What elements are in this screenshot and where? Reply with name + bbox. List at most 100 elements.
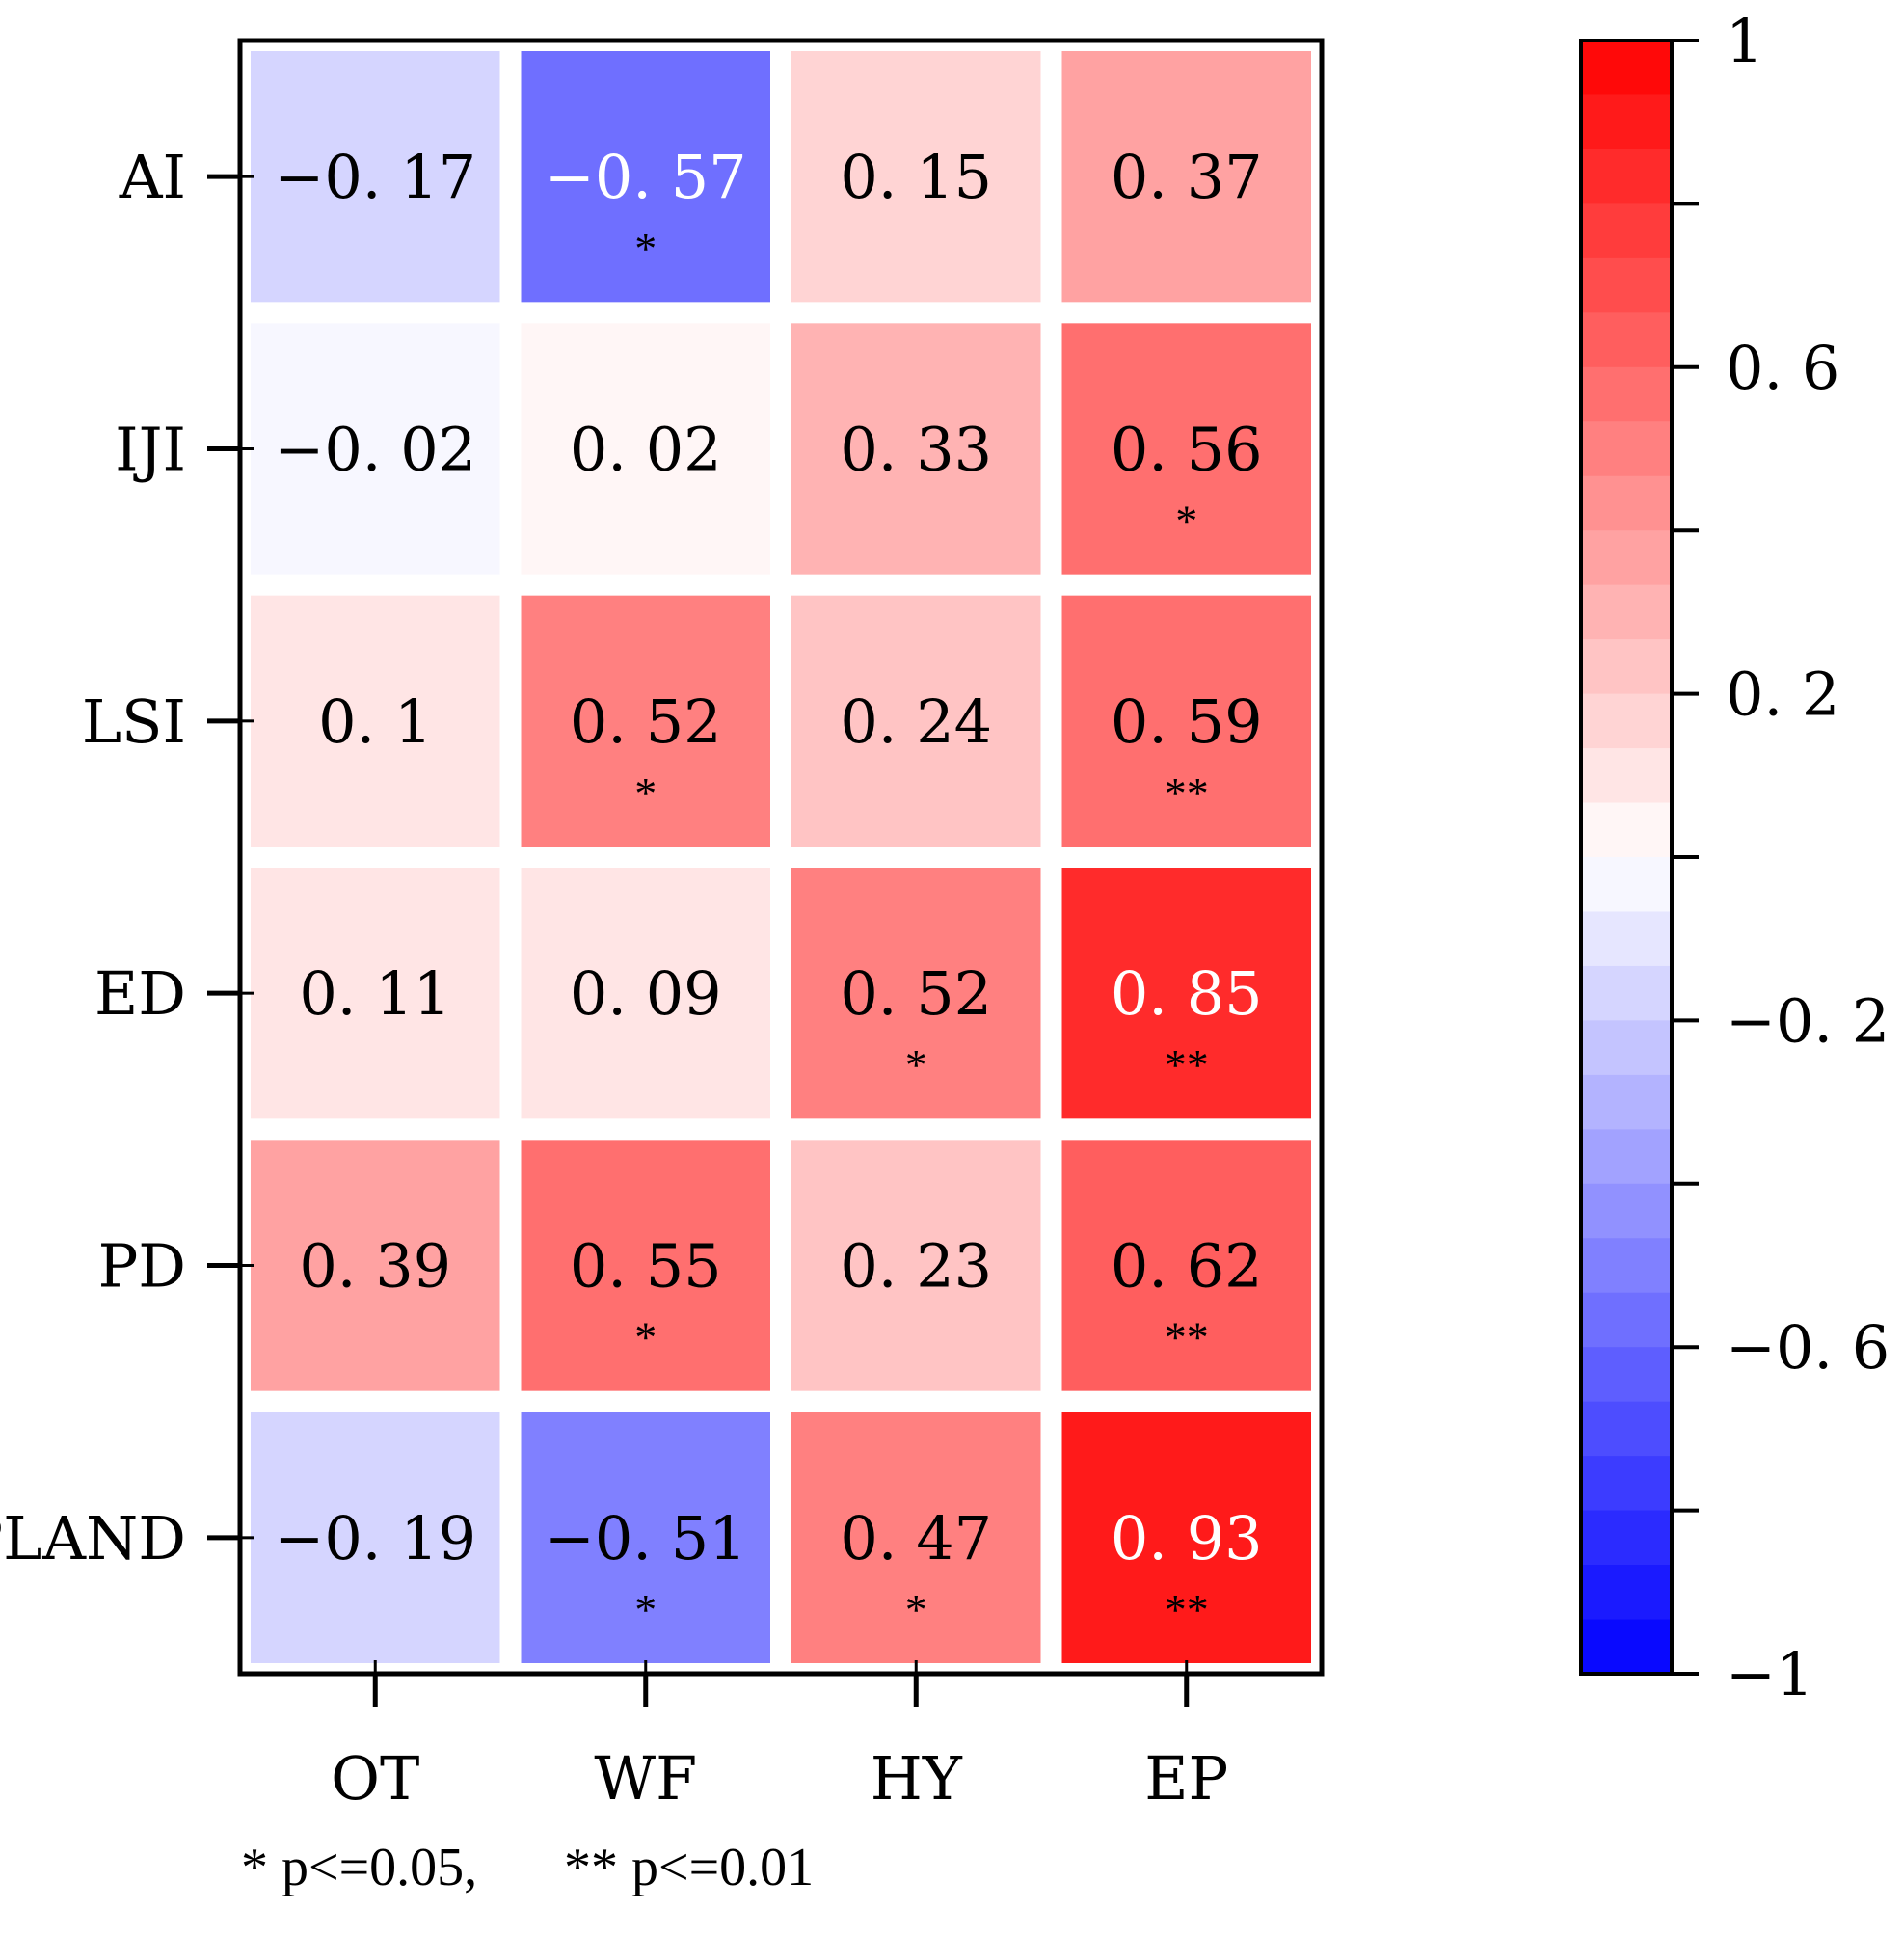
significance-marker: ** xyxy=(1165,1313,1209,1362)
colorbar-segment xyxy=(1581,1183,1672,1239)
cell-value-label: 0. 39 xyxy=(299,1231,451,1302)
heatmap-cell-ai-wf xyxy=(521,51,770,303)
colorbar-tick-label: −1 xyxy=(1726,1639,1813,1709)
heatmap-cell-ai-ep xyxy=(1061,51,1311,303)
x-tick-label: HY xyxy=(871,1743,963,1814)
heatmap-cell-iji-ot xyxy=(251,323,500,575)
heatmap-cell-ed-wf xyxy=(521,868,770,1119)
significance-marker: * xyxy=(905,1040,927,1089)
colorbar-segment xyxy=(1581,1347,1672,1403)
significance-marker: * xyxy=(1175,497,1197,546)
cell-value-label: −0. 57 xyxy=(545,142,747,212)
cell-value-label: 0. 24 xyxy=(840,686,992,757)
colorbar-segment xyxy=(1581,693,1672,749)
cell-value-label: 0. 52 xyxy=(840,958,992,1029)
colorbar-segment xyxy=(1581,1619,1672,1675)
heatmap-cell-ai-ot xyxy=(251,51,500,303)
cell-value-label: 0. 47 xyxy=(840,1503,992,1573)
cell-value-label: 0. 1 xyxy=(318,686,432,757)
significance-marker: ** xyxy=(1165,1040,1209,1089)
significance-marker: ** xyxy=(1165,768,1209,818)
colorbar-segment xyxy=(1581,802,1672,858)
colorbar-segment xyxy=(1581,1565,1672,1621)
heatmap-cell-ai-hy xyxy=(791,51,1041,303)
heatmap-cell-pland-hy xyxy=(791,1412,1041,1663)
x-tick-label: WF xyxy=(594,1743,697,1814)
significance-marker: * xyxy=(905,1585,927,1634)
significance-marker: * xyxy=(634,768,657,818)
colorbar-segment xyxy=(1581,1074,1672,1130)
y-tick-label: ED xyxy=(94,958,186,1029)
heatmap-cell-pland-ot xyxy=(251,1412,500,1663)
colorbar-segment xyxy=(1581,148,1672,204)
colorbar-segment xyxy=(1581,203,1672,259)
heatmap-cell-iji-wf xyxy=(521,323,770,575)
y-tick-label: LSI xyxy=(82,686,186,757)
cell-value-label: 0. 56 xyxy=(1111,415,1263,485)
colorbar-segment xyxy=(1581,1129,1672,1185)
cell-value-label: 0. 09 xyxy=(570,958,722,1029)
y-tick-label: AI xyxy=(119,142,186,212)
significance-marker: * xyxy=(634,1313,657,1362)
colorbar-segment xyxy=(1581,1020,1672,1076)
colorbar-segment xyxy=(1581,475,1672,531)
footnote-p01: ** p<=0.01 xyxy=(564,1838,814,1897)
cell-value-label: −0. 51 xyxy=(545,1503,747,1573)
cell-value-label: 0. 37 xyxy=(1111,142,1263,212)
cell-value-label: −0. 17 xyxy=(274,142,476,212)
cell-value-label: 0. 85 xyxy=(1111,958,1263,1029)
colorbar-segment xyxy=(1581,257,1672,313)
cell-value-label: 0. 52 xyxy=(570,686,722,757)
heatmap-cell-lsi-ep xyxy=(1061,595,1311,847)
x-tick-label: EP xyxy=(1144,1743,1228,1814)
heatmap-cell-ed-ot xyxy=(251,868,500,1119)
colorbar-segment xyxy=(1581,421,1672,477)
colorbar-segment xyxy=(1581,40,1672,96)
cell-value-label: 0. 55 xyxy=(570,1231,722,1302)
colorbar-segment xyxy=(1581,1401,1672,1457)
heatmap-cell-pland-ep xyxy=(1061,1412,1311,1663)
y-tick-label: PLAND xyxy=(0,1503,186,1573)
heatmap-cell-iji-hy xyxy=(791,323,1041,575)
colorbar-segment xyxy=(1581,530,1672,586)
heatmap-cell-pd-wf xyxy=(521,1140,770,1391)
colorbar-tick-label: −0. 6 xyxy=(1726,1312,1890,1383)
cell-value-label: 0. 11 xyxy=(299,958,451,1029)
colorbar-segment xyxy=(1581,639,1672,695)
cell-value-label: 0. 15 xyxy=(840,142,992,212)
heatmap-cell-pd-ep xyxy=(1061,1140,1311,1391)
heatmap-cell-lsi-ot xyxy=(251,595,500,847)
colorbar-segment xyxy=(1581,965,1672,1021)
heatmap-cell-ed-ep xyxy=(1061,868,1311,1119)
significance-marker: ** xyxy=(1165,1585,1209,1634)
colorbar-segment xyxy=(1581,366,1672,422)
heatmap-cell-pd-ot xyxy=(251,1140,500,1391)
heatmap-cell-ed-hy xyxy=(791,868,1041,1119)
plot-frame xyxy=(237,38,1325,1677)
heatmap-cell-pland-wf xyxy=(521,1412,770,1663)
colorbar-segment xyxy=(1581,1510,1672,1566)
colorbar-segment xyxy=(1581,1238,1672,1294)
colorbar-segment xyxy=(1581,1456,1672,1512)
significance-marker: * xyxy=(634,224,657,273)
heatmap-cell-pd-hy xyxy=(791,1140,1041,1391)
cell-value-label: 0. 33 xyxy=(840,415,992,485)
significance-marker: * xyxy=(634,1585,657,1634)
footnote-p05: * p<=0.05, xyxy=(241,1838,477,1897)
colorbar-segment xyxy=(1581,312,1672,368)
cell-value-label: −0. 19 xyxy=(274,1503,476,1573)
y-tick-label: PD xyxy=(98,1231,186,1302)
cell-value-label: 0. 02 xyxy=(570,415,722,485)
colorbar-segment xyxy=(1581,748,1672,804)
heatmap-cell-lsi-wf xyxy=(521,595,770,847)
colorbar-tick-label: 0. 2 xyxy=(1726,659,1839,730)
heatmap-cell-lsi-hy xyxy=(791,595,1041,847)
colorbar-segment xyxy=(1581,94,1672,150)
colorbar-tick-label: 1 xyxy=(1726,6,1763,76)
x-tick-label: OT xyxy=(331,1743,419,1814)
cell-value-label: 0. 59 xyxy=(1111,686,1263,757)
colorbar-tick-label: −0. 2 xyxy=(1726,985,1890,1056)
y-tick-label: IJI xyxy=(115,415,186,485)
colorbar-segment xyxy=(1581,857,1672,913)
